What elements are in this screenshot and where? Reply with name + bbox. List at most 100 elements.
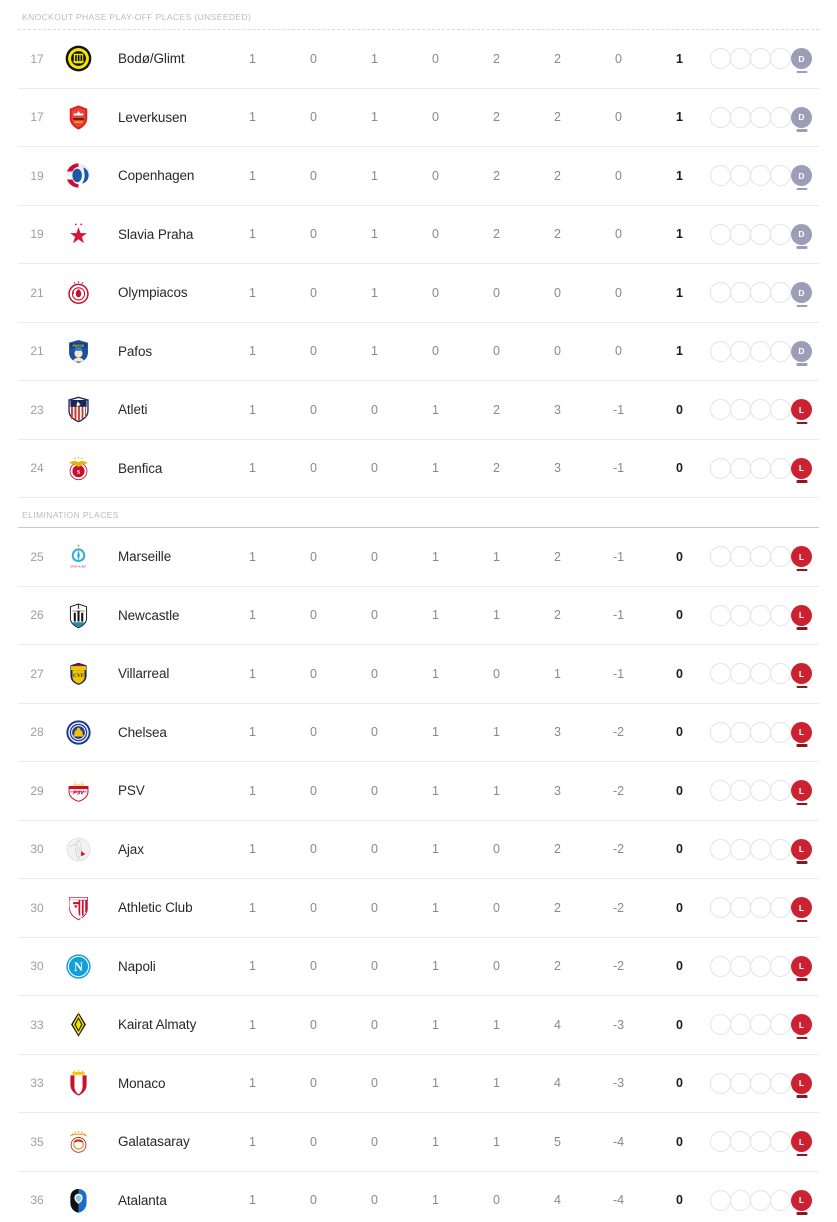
table-row[interactable]: 21 PAFOS Pafos 1 0 1 0 0 0 0 1 D bbox=[18, 323, 819, 381]
table-row[interactable]: 25 DROIT AU BUT Marseille 1 0 0 1 1 2 -1 0 L bbox=[18, 528, 819, 587]
table-row[interactable]: 23 Atleti 1 0 0 1 2 3 -1 0 L bbox=[18, 381, 819, 440]
row-d: 0 bbox=[371, 783, 378, 798]
table-row[interactable]: 33 Monaco 1 0 0 1 1 4 -3 0 L bbox=[18, 1055, 819, 1113]
row-gd: -3 bbox=[612, 1017, 625, 1032]
row-gd: -4 bbox=[612, 1134, 625, 1149]
table-row[interactable]: 29 PSV PSV 1 0 0 1 1 3 -2 0 L bbox=[18, 762, 819, 821]
form-badge-l[interactable]: L bbox=[791, 663, 812, 685]
row-w: 0 bbox=[310, 227, 317, 242]
table-row[interactable]: 17 Bodø/Glimt 1 0 1 0 2 2 0 1 D bbox=[18, 30, 819, 89]
table-row[interactable]: 35 Galatasaray 1 0 0 1 1 5 -4 0 L bbox=[18, 1113, 819, 1172]
form-slot-empty bbox=[710, 604, 731, 626]
row-w: 0 bbox=[310, 1134, 317, 1149]
row-w: 0 bbox=[310, 51, 317, 66]
form-slot-empty bbox=[770, 1072, 791, 1094]
row-team-name[interactable]: Galatasaray bbox=[118, 1134, 190, 1150]
table-row[interactable]: 28 Chelsea 1 0 0 1 1 3 -2 0 L bbox=[18, 704, 819, 762]
table-row[interactable]: 26 Newcastle 1 0 0 1 1 2 -1 0 L bbox=[18, 587, 819, 645]
row-team-name[interactable]: Kairat Almaty bbox=[118, 1017, 197, 1033]
form-badge-d[interactable]: D bbox=[791, 340, 812, 362]
form-badge-l[interactable]: L bbox=[791, 457, 812, 479]
row-mp: 1 bbox=[249, 51, 256, 66]
row-team-name[interactable]: Benfica bbox=[118, 460, 163, 476]
row-d: 0 bbox=[371, 666, 378, 681]
form-badge-l[interactable]: L bbox=[791, 1189, 812, 1211]
row-position: 30 bbox=[30, 959, 44, 974]
row-team-name[interactable]: Ajax bbox=[118, 841, 144, 857]
row-w: 0 bbox=[310, 1017, 317, 1032]
form-badge-l[interactable]: L bbox=[791, 399, 812, 421]
form-badge-l[interactable]: L bbox=[791, 1072, 812, 1094]
form-slot-empty bbox=[730, 223, 751, 245]
row-d: 0 bbox=[371, 959, 378, 974]
row-l: 1 bbox=[432, 959, 439, 974]
row-team-name[interactable]: Slavia Praha bbox=[118, 226, 194, 242]
form-slot-empty bbox=[770, 457, 791, 479]
table-row[interactable]: 24 S Benfica 1 0 0 1 2 3 -1 0 L bbox=[18, 440, 819, 498]
form-badge-l[interactable]: L bbox=[791, 897, 812, 919]
table-row[interactable]: 19 Copenhagen 1 0 1 0 2 2 0 1 D bbox=[18, 147, 819, 206]
form-badge-l[interactable]: L bbox=[791, 955, 812, 977]
form-badge-d[interactable]: D bbox=[791, 106, 812, 128]
form-badge-l[interactable]: L bbox=[791, 1131, 812, 1153]
row-gd: -4 bbox=[612, 1193, 625, 1208]
row-points: 0 bbox=[676, 842, 683, 857]
row-gf: 2 bbox=[493, 461, 500, 476]
row-team-name[interactable]: Napoli bbox=[118, 958, 156, 974]
form-badge-l[interactable]: L bbox=[791, 721, 812, 743]
row-points: 0 bbox=[676, 783, 683, 798]
table-row[interactable]: 30 Ajax 1 0 0 1 0 2 -2 0 L bbox=[18, 821, 819, 879]
row-team-name[interactable]: Atleti bbox=[118, 402, 148, 418]
form-badge-l[interactable]: L bbox=[791, 780, 812, 802]
form-badge-l[interactable]: L bbox=[791, 546, 812, 568]
row-team-name[interactable]: Olympiacos bbox=[118, 285, 188, 301]
form-slot-empty bbox=[750, 838, 771, 860]
row-gf: 0 bbox=[493, 959, 500, 974]
table-row[interactable]: 17 Leverkusen 1 0 1 0 2 2 0 1 D bbox=[18, 89, 819, 147]
ajax-crest bbox=[56, 836, 100, 863]
form-slot-empty bbox=[710, 546, 731, 568]
row-form: L bbox=[710, 1072, 833, 1094]
row-team-name[interactable]: Villarreal bbox=[118, 666, 170, 682]
row-gd: 0 bbox=[615, 110, 622, 125]
form-badge-l[interactable]: L bbox=[791, 604, 812, 626]
table-row[interactable]: 19 Slavia Praha 1 0 1 0 2 2 0 1 D bbox=[18, 206, 819, 264]
row-team-name[interactable]: Monaco bbox=[118, 1075, 166, 1091]
row-form: L bbox=[710, 780, 833, 802]
row-team-name[interactable]: Leverkusen bbox=[118, 109, 187, 125]
form-badge-l[interactable]: L bbox=[791, 838, 812, 860]
row-team-name[interactable]: Athletic Club bbox=[118, 900, 193, 916]
row-gf: 1 bbox=[493, 1017, 500, 1032]
form-badge-d[interactable]: D bbox=[791, 282, 812, 304]
form-slot-empty bbox=[750, 457, 771, 479]
row-form: L bbox=[710, 546, 833, 568]
row-ga: 4 bbox=[554, 1017, 561, 1032]
row-team-name[interactable]: Chelsea bbox=[118, 724, 167, 740]
table-row[interactable]: 30 Athletic Club 1 0 0 1 0 2 -2 0 L bbox=[18, 879, 819, 938]
row-team-name[interactable]: Pafos bbox=[118, 343, 153, 359]
row-team-name[interactable]: Copenhagen bbox=[118, 168, 195, 184]
athletic-club-crest bbox=[56, 894, 100, 921]
table-row[interactable]: 33 Kairat Almaty 1 0 0 1 1 4 -3 0 L bbox=[18, 996, 819, 1055]
form-badge-d[interactable]: D bbox=[791, 48, 812, 70]
row-team-name[interactable]: Newcastle bbox=[118, 607, 180, 623]
form-badge-l[interactable]: L bbox=[791, 1014, 812, 1036]
form-slot-empty bbox=[750, 897, 771, 919]
table-row[interactable]: 36 Atalanta 1 0 0 1 0 4 -4 0 L bbox=[18, 1172, 819, 1222]
olympiacos-crest bbox=[56, 279, 100, 306]
row-w: 0 bbox=[310, 402, 317, 417]
row-team-name[interactable]: Bodø/Glimt bbox=[118, 51, 185, 67]
form-badge-d[interactable]: D bbox=[791, 165, 812, 187]
form-badge-d[interactable]: D bbox=[791, 223, 812, 245]
row-team-name[interactable]: Marseille bbox=[118, 549, 172, 565]
table-row[interactable]: 27 CVF Villarreal 1 0 0 1 0 1 -1 0 L bbox=[18, 645, 819, 704]
row-team-name[interactable]: PSV bbox=[118, 783, 145, 799]
table-row[interactable]: 30 N Napoli 1 0 0 1 0 2 -2 0 L bbox=[18, 938, 819, 996]
svg-text:PAFOS: PAFOS bbox=[72, 344, 84, 348]
table-row[interactable]: 21 Olympiacos 1 0 1 0 0 0 0 1 D bbox=[18, 264, 819, 323]
row-l: 1 bbox=[432, 1076, 439, 1091]
form-slot-empty bbox=[750, 721, 771, 743]
row-team-name[interactable]: Atalanta bbox=[118, 1192, 167, 1208]
row-d: 0 bbox=[371, 900, 378, 915]
